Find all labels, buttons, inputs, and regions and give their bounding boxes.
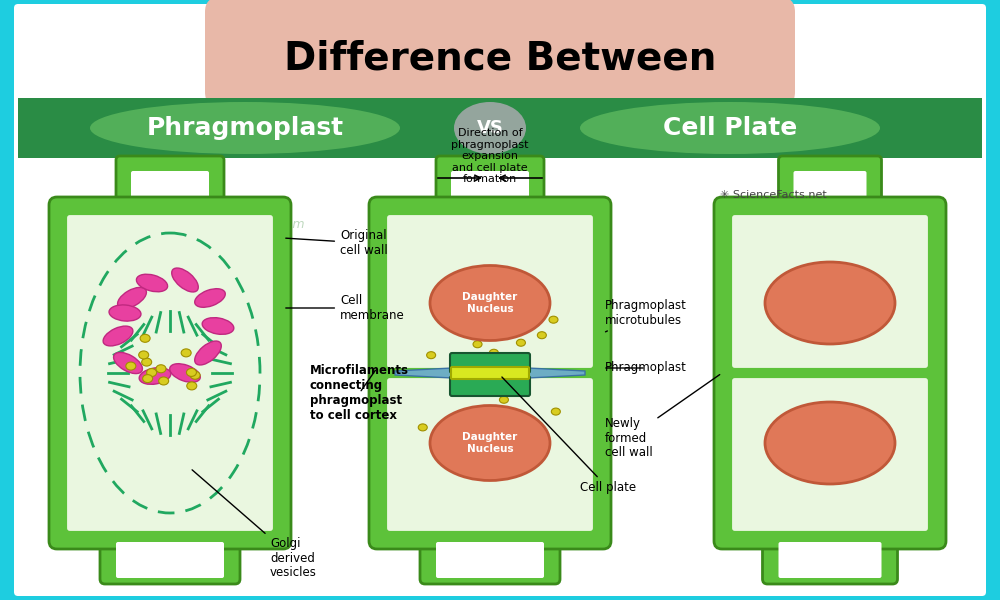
Polygon shape <box>395 368 452 378</box>
Text: Cell Plate: Cell Plate <box>663 116 797 140</box>
FancyBboxPatch shape <box>385 213 595 370</box>
Text: Microfilaments
connecting
phragmoplast
to cell cortex: Microfilaments connecting phragmoplast t… <box>310 364 409 422</box>
Ellipse shape <box>427 352 436 359</box>
Ellipse shape <box>186 368 196 376</box>
Ellipse shape <box>444 319 453 326</box>
FancyBboxPatch shape <box>778 156 882 222</box>
Ellipse shape <box>114 352 142 374</box>
Ellipse shape <box>90 102 400 154</box>
Ellipse shape <box>195 289 225 307</box>
Text: Cell
membrane: Cell membrane <box>286 294 405 322</box>
FancyBboxPatch shape <box>794 171 866 220</box>
Ellipse shape <box>493 329 502 337</box>
Ellipse shape <box>181 349 191 357</box>
Text: Original
cell wall: Original cell wall <box>286 229 388 257</box>
Text: Cell plate: Cell plate <box>502 377 636 494</box>
Ellipse shape <box>473 341 482 348</box>
Ellipse shape <box>139 368 171 385</box>
Text: VS: VS <box>477 119 503 137</box>
FancyBboxPatch shape <box>420 536 560 584</box>
FancyBboxPatch shape <box>205 0 795 107</box>
Ellipse shape <box>118 287 146 308</box>
Text: Difference Between: Difference Between <box>284 39 716 77</box>
FancyBboxPatch shape <box>436 542 544 578</box>
Ellipse shape <box>580 102 880 154</box>
Ellipse shape <box>159 377 169 385</box>
Text: thenoveldifference.com: thenoveldifference.com <box>156 218 304 232</box>
Ellipse shape <box>195 341 221 365</box>
Ellipse shape <box>489 349 498 356</box>
Ellipse shape <box>537 332 546 339</box>
Ellipse shape <box>103 326 133 346</box>
FancyBboxPatch shape <box>49 197 291 549</box>
FancyBboxPatch shape <box>730 213 930 370</box>
FancyBboxPatch shape <box>65 213 275 533</box>
FancyBboxPatch shape <box>116 156 224 222</box>
Ellipse shape <box>143 374 153 383</box>
Ellipse shape <box>549 316 558 323</box>
Text: Newly
formed
cell wall: Newly formed cell wall <box>605 374 720 460</box>
Ellipse shape <box>499 396 508 403</box>
Ellipse shape <box>142 358 152 366</box>
FancyBboxPatch shape <box>18 98 982 158</box>
Text: Direction of
phragmoplast
expansion
and cell plate
formation: Direction of phragmoplast expansion and … <box>451 128 529 184</box>
FancyBboxPatch shape <box>385 376 595 533</box>
Text: Daughter
Nucleus: Daughter Nucleus <box>462 292 518 314</box>
Ellipse shape <box>457 410 466 418</box>
Polygon shape <box>528 368 585 378</box>
FancyBboxPatch shape <box>451 171 529 220</box>
Ellipse shape <box>126 362 136 370</box>
Ellipse shape <box>140 334 150 343</box>
Ellipse shape <box>516 339 525 346</box>
FancyBboxPatch shape <box>436 156 544 222</box>
FancyBboxPatch shape <box>100 536 240 584</box>
FancyBboxPatch shape <box>451 367 529 379</box>
Ellipse shape <box>418 424 427 431</box>
Ellipse shape <box>156 365 166 373</box>
Ellipse shape <box>202 317 234 334</box>
Ellipse shape <box>187 382 197 390</box>
FancyBboxPatch shape <box>714 197 946 549</box>
FancyBboxPatch shape <box>778 542 882 578</box>
Text: ✳ ScienceFacts.net: ✳ ScienceFacts.net <box>720 190 827 200</box>
Text: Phragmoplast: Phragmoplast <box>146 116 344 140</box>
Ellipse shape <box>765 262 895 344</box>
Ellipse shape <box>465 319 474 326</box>
Text: Phragmoplast
microtubules: Phragmoplast microtubules <box>605 299 687 332</box>
Ellipse shape <box>430 265 550 340</box>
Ellipse shape <box>109 305 141 321</box>
Text: Phragmoplast: Phragmoplast <box>605 361 687 374</box>
Ellipse shape <box>454 102 526 154</box>
FancyBboxPatch shape <box>730 376 930 533</box>
Text: Daughter
Nucleus: Daughter Nucleus <box>462 432 518 454</box>
Ellipse shape <box>765 402 895 484</box>
FancyBboxPatch shape <box>131 171 209 220</box>
Ellipse shape <box>172 268 198 292</box>
FancyBboxPatch shape <box>14 4 986 596</box>
Text: Golgi
derived
vesicles: Golgi derived vesicles <box>192 470 317 580</box>
FancyBboxPatch shape <box>763 536 898 584</box>
FancyBboxPatch shape <box>369 197 611 549</box>
FancyBboxPatch shape <box>116 542 224 578</box>
Ellipse shape <box>438 427 447 434</box>
Ellipse shape <box>170 364 200 382</box>
Ellipse shape <box>136 274 168 292</box>
Ellipse shape <box>147 368 157 377</box>
Ellipse shape <box>190 371 200 379</box>
Ellipse shape <box>551 408 560 415</box>
Ellipse shape <box>139 351 149 359</box>
FancyBboxPatch shape <box>450 353 530 373</box>
FancyBboxPatch shape <box>450 376 530 396</box>
Ellipse shape <box>430 406 550 481</box>
Ellipse shape <box>503 326 512 334</box>
